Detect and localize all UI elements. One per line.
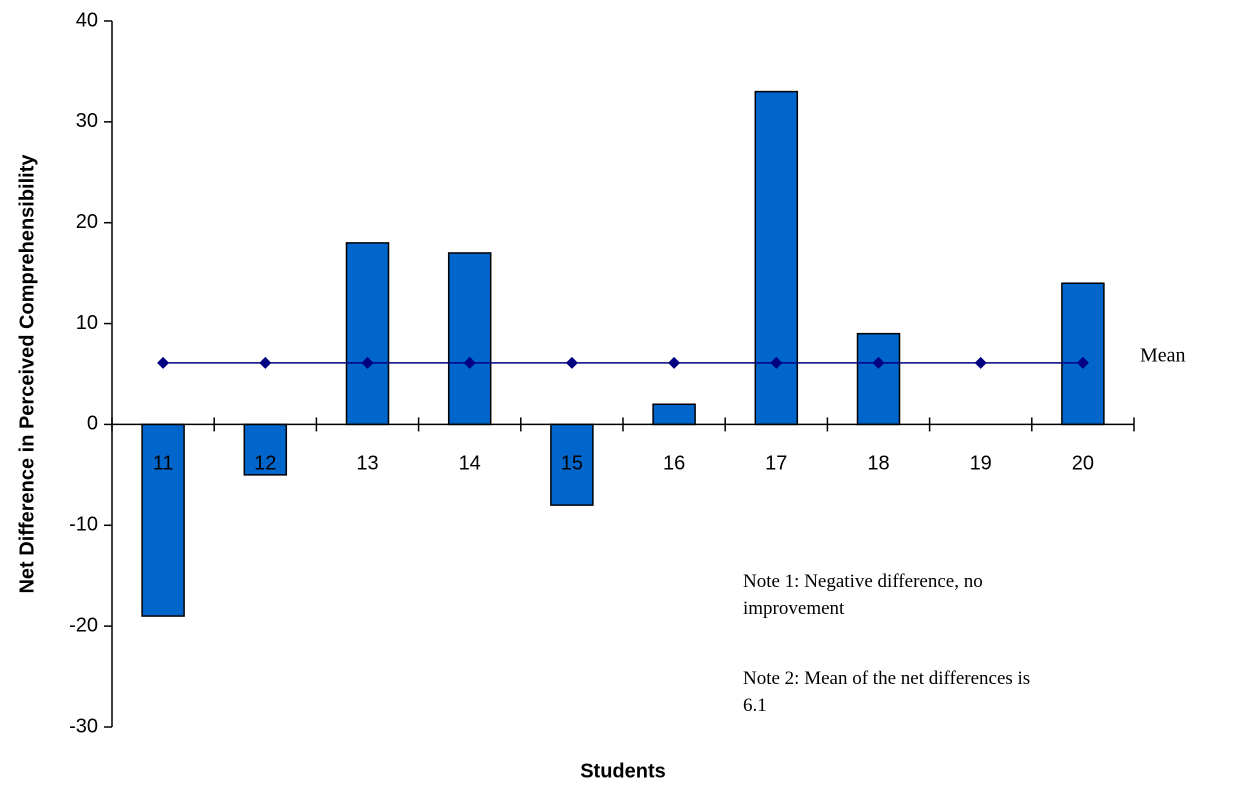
y-axis-label: Net Difference in Perceived Comprehensib…: [16, 154, 38, 594]
bar: [345, 242, 390, 426]
bar: [1061, 282, 1105, 426]
bar: [447, 252, 492, 426]
note: Note 1: Negative difference, no improvem…: [743, 571, 983, 619]
y-tick-label: 20: [76, 211, 98, 233]
x-tick-label: 15: [561, 453, 583, 475]
x-tick-label: 17: [765, 453, 787, 475]
series-label: Mean: [1140, 344, 1186, 366]
note: Note 2: Mean of the net differences is 6…: [743, 668, 1031, 716]
bar: [141, 423, 185, 617]
mean-marker: [668, 356, 681, 369]
mean-marker: [361, 356, 374, 369]
y-tick-label: 10: [76, 312, 98, 334]
mean-marker: [872, 356, 885, 369]
x-tick-label: 16: [663, 453, 685, 475]
x-tick-label: 14: [459, 453, 481, 475]
mean-marker: [974, 356, 987, 369]
x-tick-label: 13: [356, 453, 378, 475]
bar: [243, 423, 288, 476]
mean-marker: [463, 356, 476, 369]
bar: [856, 332, 901, 426]
y-tick-label: 30: [76, 110, 98, 132]
x-tick-label: 19: [970, 453, 992, 475]
y-tick-label: -20: [69, 614, 98, 636]
mean-marker: [565, 356, 578, 369]
mean-marker: [259, 356, 272, 369]
y-tick-label: -30: [69, 715, 98, 737]
y-tick-label: 40: [76, 9, 98, 31]
x-tick-label: 12: [254, 453, 276, 475]
mean-marker: [157, 356, 170, 369]
x-tick-label: 18: [867, 453, 889, 475]
y-tick-label: -10: [69, 514, 98, 536]
x-tick-label: 20: [1072, 453, 1094, 475]
bar: [652, 403, 696, 426]
y-tick-label: 0: [87, 413, 98, 435]
mean-marker: [770, 356, 783, 369]
bar: [754, 90, 799, 426]
x-tick-label: 11: [153, 453, 174, 475]
x-axis-label: Students: [580, 760, 666, 782]
mean-marker: [1076, 356, 1089, 369]
